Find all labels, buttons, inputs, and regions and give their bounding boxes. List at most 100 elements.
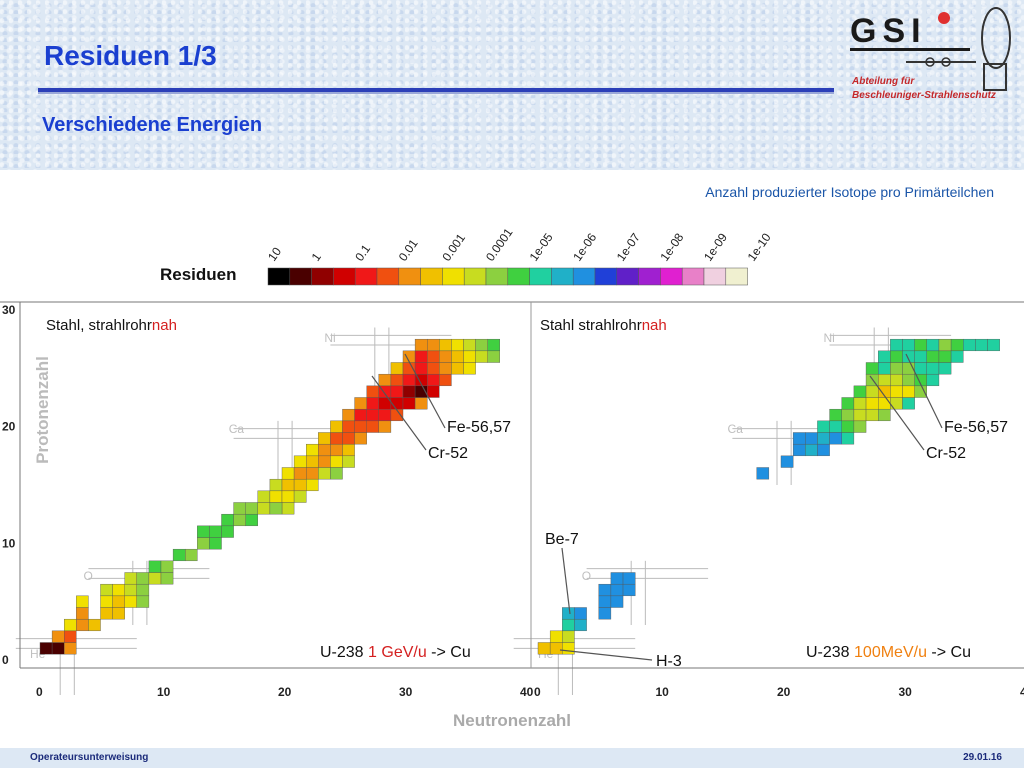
y-axis-label: Protonenzahl bbox=[33, 356, 52, 464]
footer-course-name: Operateursunterweisung bbox=[30, 752, 149, 763]
isotope-cell bbox=[390, 397, 404, 410]
isotope-cell bbox=[902, 385, 915, 398]
isotope-cell bbox=[987, 338, 1000, 352]
isotope-cell bbox=[76, 607, 89, 620]
isotope-cell bbox=[51, 642, 65, 655]
isotope-cell bbox=[306, 478, 319, 492]
isotope-cell bbox=[914, 350, 928, 363]
colorbar-tick-label: 1e-05 bbox=[527, 230, 556, 263]
y-tick-label: 30 bbox=[2, 303, 16, 317]
colorbar-swatch bbox=[660, 267, 683, 286]
colorbar-tick-label: 0.1 bbox=[352, 242, 373, 264]
isotope-cell bbox=[51, 630, 65, 643]
isotope-cell bbox=[100, 607, 113, 620]
isotope-cell bbox=[378, 420, 392, 433]
isotope-cell bbox=[124, 583, 137, 597]
isotope-cell bbox=[598, 607, 612, 620]
isotope-cell bbox=[330, 432, 343, 445]
isotope-cell bbox=[902, 338, 915, 352]
isotope-cell bbox=[841, 408, 855, 422]
colorbar-swatch bbox=[463, 267, 487, 286]
isotope-cell bbox=[221, 513, 234, 527]
isotope-cell bbox=[281, 478, 295, 492]
isotope-cell bbox=[926, 350, 940, 363]
isotope-cell bbox=[963, 338, 976, 352]
isotope-cell bbox=[293, 467, 307, 480]
panel-title: Stahl, strahlrohrnah bbox=[46, 317, 177, 334]
panel-title: Stahl strahlrohrnah bbox=[540, 317, 667, 334]
isotope-cell bbox=[63, 618, 77, 632]
logo-department-line2: Beschleuniger-Strahlenschutz bbox=[852, 90, 996, 101]
isotope-cell bbox=[330, 443, 343, 457]
isotope-cell bbox=[451, 338, 464, 352]
isotope-cell bbox=[878, 362, 891, 375]
annotation-leader bbox=[869, 375, 925, 451]
isotope-cell bbox=[124, 595, 137, 608]
isotope-cell bbox=[427, 373, 440, 387]
isotope-cell bbox=[890, 385, 903, 398]
isotope-cell bbox=[610, 595, 624, 608]
isotope-cell bbox=[805, 443, 818, 457]
x-axis-label: Neutronenzahl bbox=[453, 711, 571, 730]
isotope-cell bbox=[829, 408, 842, 422]
colorbar-tick-label: 1 bbox=[309, 250, 324, 264]
colorbar-swatch bbox=[485, 267, 509, 286]
colorbar-tick-label: 0.001 bbox=[439, 231, 468, 264]
isotope-cell bbox=[574, 607, 587, 620]
isotope-cell bbox=[269, 478, 283, 492]
isotope-cell bbox=[160, 572, 174, 585]
isotope-cell bbox=[136, 572, 150, 585]
isotope-cell bbox=[549, 630, 563, 643]
isotope-cell bbox=[439, 338, 452, 352]
isotope-cell bbox=[622, 583, 636, 597]
isotope-cell bbox=[562, 607, 575, 620]
annotation-leader bbox=[905, 353, 943, 429]
isotope-cell bbox=[124, 572, 137, 585]
colorbar-tick-label: 1e-07 bbox=[614, 230, 643, 263]
x-tick-label: 40 bbox=[1020, 685, 1024, 699]
colorbar-tick-label: 0.0001 bbox=[483, 225, 516, 263]
isotope-cell bbox=[172, 548, 186, 562]
annotation-leader bbox=[559, 649, 653, 661]
isotope-cell bbox=[402, 397, 416, 410]
isotope-cell bbox=[938, 350, 952, 363]
colorbar-swatch bbox=[289, 267, 312, 286]
isotope-cell bbox=[112, 595, 125, 608]
isotope-cell bbox=[245, 513, 258, 527]
colorbar-swatch bbox=[638, 267, 661, 286]
isotope-cell bbox=[562, 630, 575, 643]
isotope-cell bbox=[890, 338, 903, 352]
isotope-cell bbox=[39, 642, 53, 655]
isotope-cell bbox=[878, 373, 891, 387]
x-tick-label: 10 bbox=[656, 685, 670, 699]
isotope-cell bbox=[427, 362, 440, 375]
isotope-cell bbox=[293, 490, 307, 503]
isotope-cell bbox=[427, 350, 440, 363]
isotope-cell bbox=[318, 455, 331, 468]
element-label: O bbox=[84, 569, 93, 583]
isotope-cell bbox=[853, 408, 867, 422]
isotope-cell bbox=[622, 572, 636, 585]
isotope-cell bbox=[112, 583, 125, 597]
logo-department-line1: Abteilung für bbox=[852, 76, 915, 87]
isotope-cell bbox=[439, 373, 452, 387]
isotope-cell bbox=[890, 397, 903, 410]
isotope-cell bbox=[136, 595, 150, 608]
element-label: Ni bbox=[824, 331, 835, 345]
isotope-cell bbox=[414, 397, 428, 410]
isotope-cell bbox=[293, 478, 307, 492]
isotope-cell bbox=[233, 502, 246, 515]
isotope-cell bbox=[197, 525, 210, 538]
isotope-cell bbox=[330, 467, 343, 480]
isotope-cell bbox=[598, 595, 612, 608]
isotope-cell bbox=[306, 455, 319, 468]
colorbar-title: Anzahl produzierter Isotope pro Primärte… bbox=[705, 184, 994, 200]
isotope-cell bbox=[890, 373, 903, 387]
isotope-cell bbox=[100, 595, 113, 608]
isotope-cell bbox=[878, 397, 891, 410]
isotope-cell bbox=[780, 455, 794, 468]
isotope-cell bbox=[184, 548, 198, 562]
isotope-cell bbox=[390, 373, 404, 387]
isotope-cell bbox=[817, 420, 830, 433]
colorbar-tick-label: 1e-09 bbox=[701, 230, 730, 263]
